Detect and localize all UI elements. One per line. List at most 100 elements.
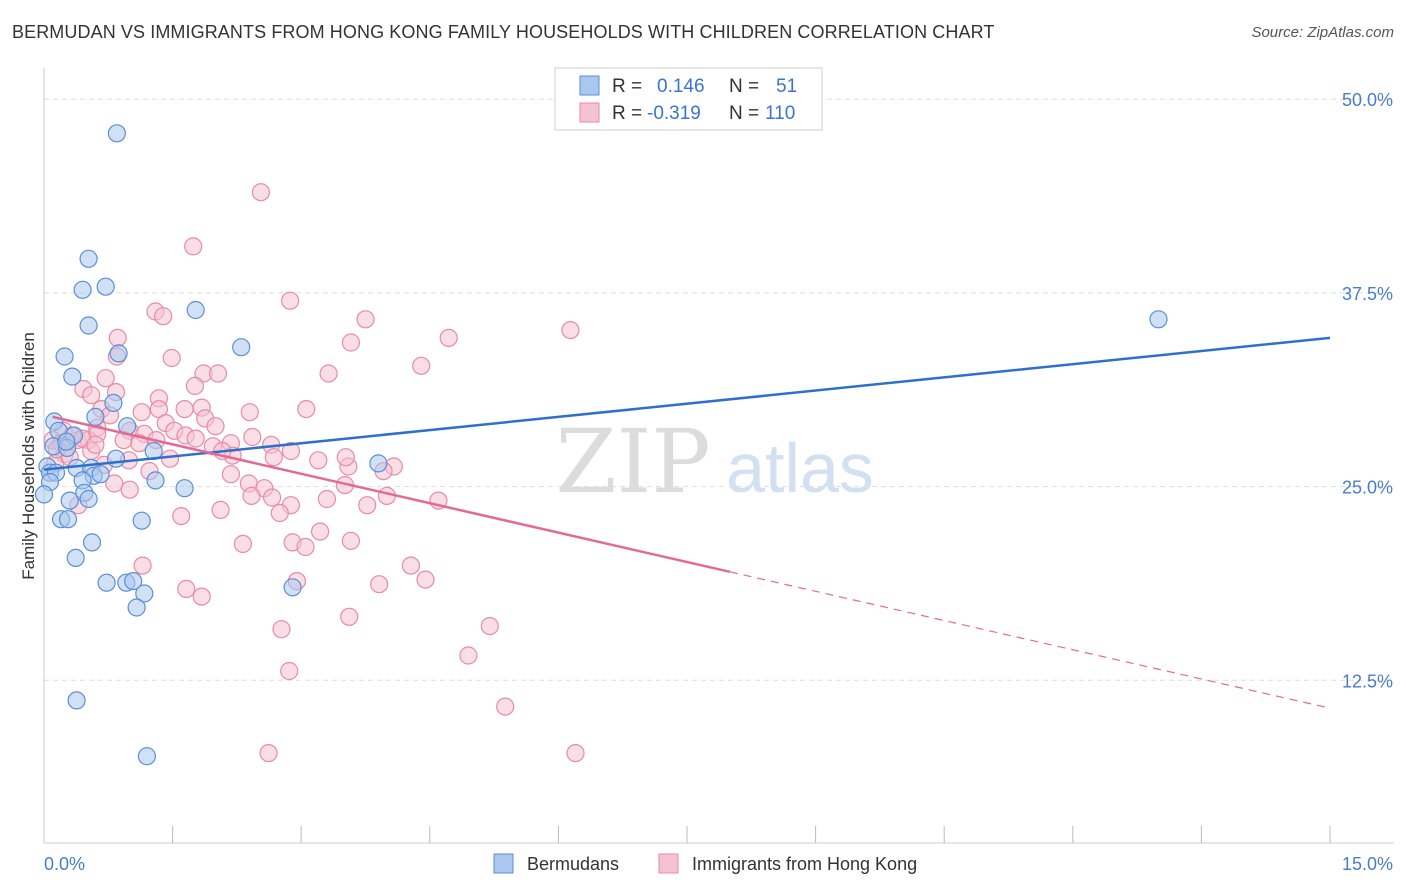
hk-point bbox=[358, 496, 377, 515]
hk-point bbox=[132, 403, 151, 422]
bermudans-point bbox=[124, 571, 143, 591]
bermudans-point bbox=[79, 316, 98, 335]
source-credit: Source: ZipAtlas.com bbox=[1251, 24, 1394, 41]
hk-point bbox=[341, 531, 360, 550]
bermudans-point bbox=[66, 548, 85, 568]
bermudans-point bbox=[82, 533, 102, 552]
hk-point bbox=[297, 400, 316, 419]
watermark-zip: ZIP bbox=[555, 410, 710, 513]
hk-point bbox=[192, 587, 211, 606]
legend-swatch-bermudans bbox=[493, 853, 514, 874]
bermudans-point bbox=[186, 300, 205, 320]
hk-point bbox=[296, 537, 315, 557]
bermudans-point bbox=[175, 479, 194, 498]
bermudans-point bbox=[67, 691, 86, 710]
hk-point bbox=[263, 488, 282, 507]
hk-point bbox=[412, 356, 431, 375]
hk-point bbox=[356, 310, 375, 329]
hk-point bbox=[233, 534, 252, 554]
hk-point bbox=[211, 500, 230, 519]
bermudans-point bbox=[79, 489, 98, 509]
hk-point bbox=[82, 386, 101, 405]
hk-point bbox=[319, 364, 338, 383]
hk-point bbox=[86, 435, 105, 454]
hk-point bbox=[154, 307, 173, 326]
hk-point bbox=[185, 376, 204, 395]
hk-point bbox=[206, 417, 225, 436]
y-tick-label: 50.0% bbox=[1342, 90, 1393, 110]
hk-point bbox=[281, 291, 300, 310]
bermudans-point bbox=[283, 578, 302, 597]
hk-trend-line bbox=[52, 415, 731, 574]
hk-point bbox=[259, 743, 278, 763]
bermudans-point bbox=[104, 393, 123, 412]
hk-point bbox=[309, 451, 328, 470]
stats-r-value-hk: -0.319 bbox=[647, 103, 701, 124]
stats-n-value-hk: 110 bbox=[765, 103, 795, 124]
hk-point bbox=[243, 427, 262, 447]
hk-point bbox=[96, 369, 115, 388]
bermudans-point bbox=[97, 573, 116, 592]
hk-point bbox=[184, 237, 203, 256]
grid-lines bbox=[44, 98, 1394, 681]
hk-point bbox=[370, 575, 389, 594]
watermark-atlas: atlas bbox=[726, 429, 874, 507]
stats-r-value-bermudans: 0.146 bbox=[657, 76, 705, 97]
bermudans-series-points bbox=[34, 124, 1168, 766]
x-tick-label: 15.0% bbox=[1342, 854, 1393, 874]
bermudans-point bbox=[1149, 310, 1168, 329]
stats-n-value-bermudans: 51 bbox=[776, 76, 797, 97]
hk-point bbox=[160, 449, 180, 468]
y-tick-label: 12.5% bbox=[1342, 671, 1393, 691]
bermudans-point bbox=[369, 454, 388, 473]
hk-point bbox=[264, 448, 283, 467]
hk-point bbox=[162, 348, 181, 368]
y-axis-label: Family Households with Children bbox=[19, 332, 38, 580]
stats-box: R = 0.146 N = 51 R = -0.319 N = 110 bbox=[554, 67, 823, 131]
hk-point bbox=[317, 489, 336, 509]
hk-point bbox=[105, 474, 124, 493]
bermudans-point bbox=[109, 344, 128, 363]
hk-point bbox=[340, 607, 359, 626]
hk-point bbox=[439, 328, 458, 347]
hk-point bbox=[172, 506, 191, 526]
bermudans-point bbox=[146, 471, 165, 490]
legend: Bermudans Immigrants from Hong Kong bbox=[493, 853, 917, 874]
hk-point bbox=[480, 616, 499, 636]
stats-r-label-hk: R = bbox=[612, 103, 642, 124]
y-tick-label: 25.0% bbox=[1342, 478, 1393, 498]
hk-series-points bbox=[43, 183, 585, 763]
chart-title: BERMUDAN VS IMMIGRANTS FROM HONG KONG FA… bbox=[12, 22, 995, 42]
axes bbox=[43, 68, 1394, 844]
hk-point bbox=[175, 400, 194, 419]
bermudans-point bbox=[106, 449, 126, 468]
bermudans-point bbox=[55, 347, 74, 366]
y-tick-labels: 12.5% 25.0% 37.5% 50.0% bbox=[1342, 90, 1393, 691]
bermudans-point bbox=[96, 277, 115, 296]
x-tick-label: 0.0% bbox=[44, 854, 85, 874]
bermudans-point bbox=[63, 367, 82, 386]
stats-swatch-hk bbox=[579, 102, 600, 123]
stats-n-label-hk: N = bbox=[729, 103, 759, 124]
stats-r-label-bermudans: R = bbox=[612, 76, 642, 97]
hk-point bbox=[496, 697, 515, 716]
hk-point bbox=[240, 403, 259, 422]
bermudans-point bbox=[58, 510, 78, 529]
hk-point bbox=[561, 321, 580, 340]
bermudans-point bbox=[137, 747, 156, 766]
bermudans-point bbox=[91, 465, 110, 484]
hk-point bbox=[270, 503, 289, 523]
hk-trend-extension bbox=[729, 571, 1331, 709]
bermudans-point bbox=[57, 432, 76, 451]
hk-point bbox=[341, 333, 360, 352]
hk-point bbox=[416, 570, 435, 589]
hk-point bbox=[251, 183, 270, 202]
bermudans-point bbox=[135, 584, 154, 603]
bermudans-point bbox=[127, 598, 146, 617]
hk-point bbox=[221, 465, 240, 484]
hk-point bbox=[311, 522, 330, 541]
hk-point bbox=[242, 486, 261, 505]
trend-lines bbox=[43, 336, 1331, 709]
hk-point bbox=[459, 646, 478, 665]
